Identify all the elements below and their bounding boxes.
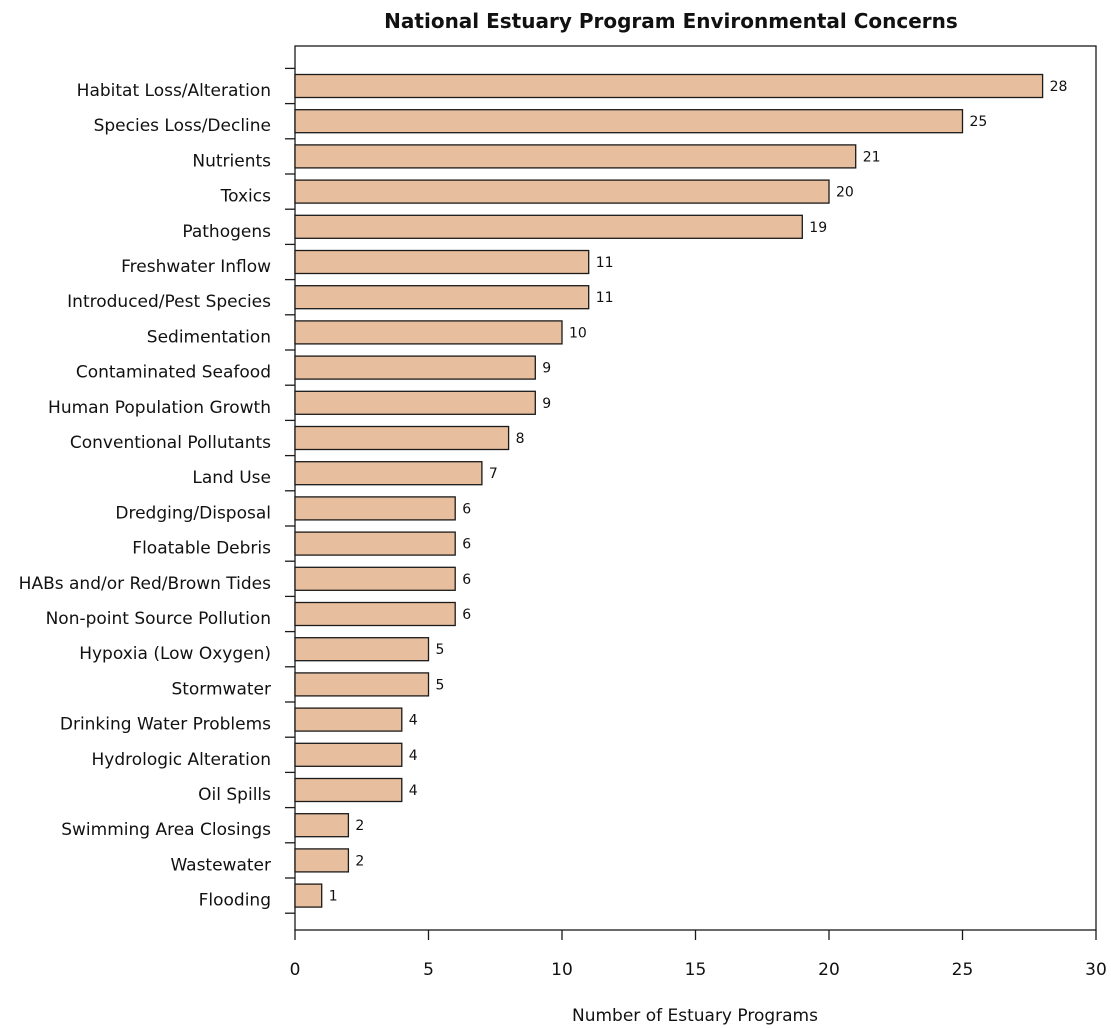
data-label: 6 (462, 501, 471, 517)
data-label: 4 (409, 748, 418, 764)
bar (294, 777, 403, 803)
bar (294, 848, 350, 873)
data-label: 2 (355, 853, 364, 869)
category-label: Introduced/Pest Species (67, 292, 271, 312)
data-label: 11 (596, 255, 614, 271)
data-label: 10 (569, 325, 587, 341)
data-label: 4 (409, 783, 418, 799)
data-label: 8 (516, 431, 525, 447)
data-label: 21 (863, 149, 881, 165)
data-label: 9 (542, 361, 551, 377)
x-axis-title: Number of Estuary Programs (572, 1006, 818, 1026)
x-tick-label: 15 (685, 960, 707, 980)
x-tick-label: 30 (1085, 960, 1107, 980)
bar (294, 496, 456, 521)
bar (294, 249, 590, 275)
data-label: 2 (355, 818, 364, 834)
category-label: Nutrients (192, 151, 271, 171)
data-label: 6 (462, 537, 471, 553)
data-label: 28 (1050, 79, 1068, 95)
category-label: Human Population Growth (48, 398, 271, 418)
bar (294, 813, 350, 838)
data-label: 5 (436, 642, 445, 658)
data-label: 25 (970, 114, 988, 130)
category-label: Floatable Debris (132, 539, 271, 559)
data-label: 20 (836, 185, 854, 201)
data-label: 11 (596, 290, 614, 306)
category-label: HABs and/or Red/Brown Tides (19, 574, 271, 594)
y-axis: Habitat Loss/Alteration Species Loss/Decl… (19, 67, 295, 914)
data-label: 7 (489, 466, 498, 482)
category-label: Non-point Source Pollution (46, 609, 271, 629)
data-label: 6 (462, 572, 471, 588)
category-label: Freshwater Inflow (121, 257, 271, 277)
category-label: Toxics (220, 187, 272, 207)
bar (294, 637, 430, 662)
x-tick-label: 0 (290, 960, 301, 980)
bar (294, 109, 964, 134)
category-label: Swimming Area Closings (61, 820, 271, 840)
x-tick-label: 20 (818, 960, 840, 980)
bar (294, 883, 323, 908)
category-label: Sedimentation (147, 327, 271, 347)
category-label: Hydrologic Alteration (92, 750, 272, 770)
bar (294, 285, 590, 310)
x-tick-label: 5 (423, 960, 434, 980)
bar (294, 390, 536, 415)
bar (294, 144, 857, 169)
chart-title: National Estuary Program Environmental C… (384, 9, 958, 33)
category-label: Species Loss/Decline (94, 116, 271, 136)
category-label: Stormwater (171, 679, 271, 699)
bar (294, 742, 403, 767)
bar (294, 672, 430, 697)
category-label: Dredging/Disposal (115, 503, 271, 523)
category-label: Hypoxia (Low Oxygen) (79, 644, 271, 664)
bar (294, 601, 456, 627)
category-label: Contaminated Seafood (76, 363, 271, 383)
category-label: Drinking Water Problems (60, 715, 271, 735)
category-label: Wastewater (170, 855, 271, 875)
bar (294, 707, 403, 732)
bar (294, 355, 536, 380)
x-axis: 0 5 10 15 20 25 30 (290, 930, 1107, 980)
bar (294, 461, 483, 486)
x-tick-label: 25 (952, 960, 974, 980)
data-label: 5 (436, 677, 445, 693)
category-label: Pathogens (182, 222, 271, 242)
data-label: 1 (329, 889, 338, 905)
data-label: 6 (462, 607, 471, 623)
bar (294, 179, 830, 204)
data-label: 19 (809, 220, 827, 236)
bar (294, 73, 1044, 99)
bar (294, 531, 456, 556)
bar (294, 214, 803, 239)
category-label: Conventional Pollutants (70, 433, 271, 453)
bar (294, 320, 563, 345)
data-label: 9 (542, 396, 551, 412)
category-label: Land Use (192, 468, 271, 488)
category-label: Habitat Loss/Alteration (77, 81, 271, 101)
x-tick-label: 10 (551, 960, 573, 980)
category-label: Oil Spills (198, 785, 271, 805)
data-label: 4 (409, 713, 418, 729)
category-label: Flooding (199, 891, 271, 911)
bar (294, 425, 510, 451)
bar (294, 566, 456, 591)
